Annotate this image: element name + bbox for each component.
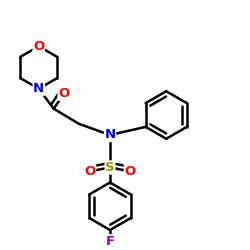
- Text: O: O: [33, 40, 44, 53]
- Text: O: O: [124, 165, 136, 178]
- Text: F: F: [106, 235, 114, 248]
- Text: N: N: [104, 128, 116, 141]
- Text: N: N: [33, 82, 44, 95]
- Text: S: S: [105, 161, 115, 174]
- Text: O: O: [58, 87, 70, 100]
- Text: O: O: [84, 165, 96, 178]
